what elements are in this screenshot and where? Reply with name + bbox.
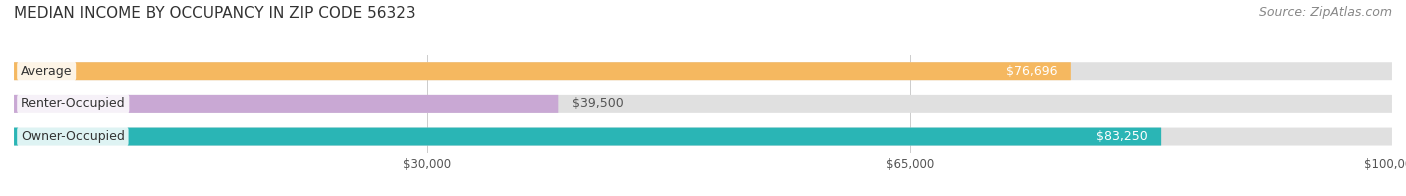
FancyBboxPatch shape [14,128,1392,145]
Text: Renter-Occupied: Renter-Occupied [21,97,125,110]
Text: MEDIAN INCOME BY OCCUPANCY IN ZIP CODE 56323: MEDIAN INCOME BY OCCUPANCY IN ZIP CODE 5… [14,6,416,21]
FancyBboxPatch shape [14,62,1071,80]
FancyBboxPatch shape [14,128,1161,145]
Text: $76,696: $76,696 [1005,65,1057,78]
Text: Owner-Occupied: Owner-Occupied [21,130,125,143]
FancyBboxPatch shape [14,62,1392,80]
Text: $39,500: $39,500 [572,97,624,110]
Text: Average: Average [21,65,73,78]
Text: $83,250: $83,250 [1095,130,1147,143]
FancyBboxPatch shape [14,95,1392,113]
FancyBboxPatch shape [14,95,558,113]
Text: Source: ZipAtlas.com: Source: ZipAtlas.com [1258,6,1392,19]
